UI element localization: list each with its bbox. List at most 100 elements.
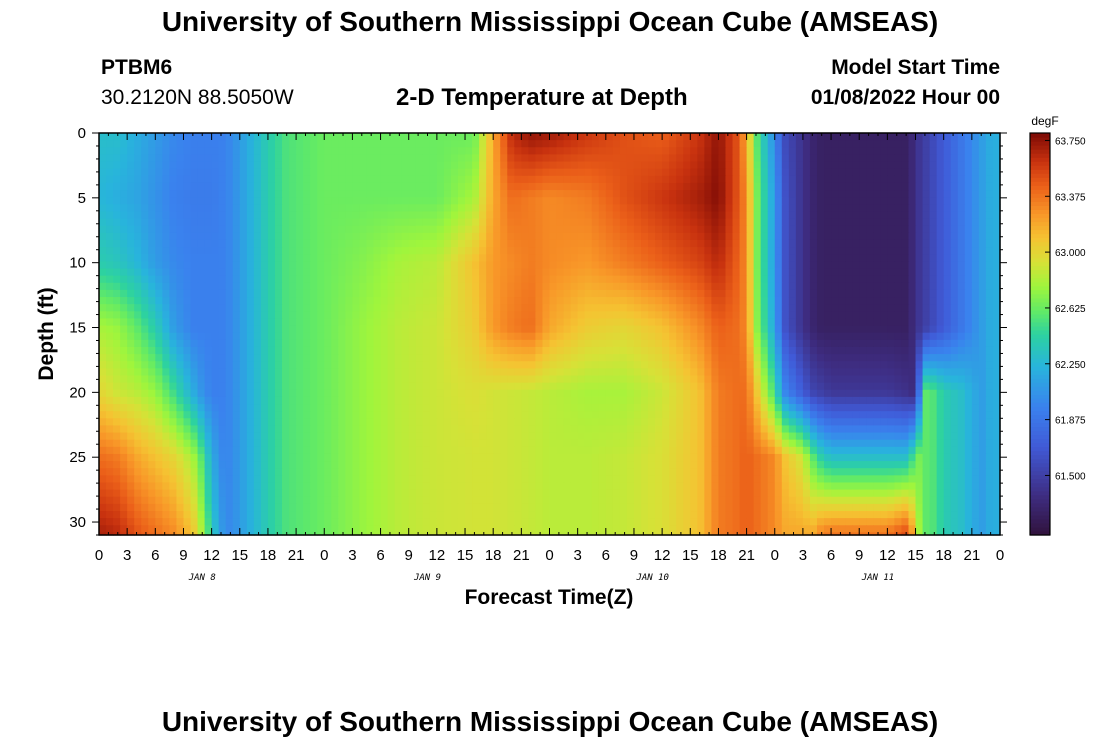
heatmap-cell [648, 154, 656, 163]
heatmap-cell [345, 182, 354, 191]
heatmap-cell [831, 140, 839, 148]
heatmap-cell [612, 254, 621, 262]
heatmap-cell [978, 404, 987, 412]
heatmap-cell [253, 297, 262, 305]
heatmap-cell [225, 375, 234, 384]
heatmap-cell [317, 346, 325, 355]
heatmap-cell [985, 275, 994, 284]
heatmap-cell [387, 297, 396, 305]
heatmap-cell [429, 247, 438, 255]
heatmap-cell [331, 282, 339, 291]
heatmap-cell [894, 190, 903, 198]
heatmap-cell [507, 289, 515, 298]
heatmap-cell [359, 182, 368, 191]
heatmap-cell [317, 275, 325, 284]
heatmap-cell [239, 225, 248, 234]
heatmap-cell [929, 368, 938, 377]
heatmap-cell [943, 161, 952, 170]
heatmap-cell [359, 325, 368, 334]
heatmap-cell [267, 339, 276, 348]
heatmap-cell [535, 368, 544, 377]
heatmap-cell [732, 396, 741, 405]
heatmap-cell [303, 204, 311, 213]
heatmap-cell [894, 182, 903, 191]
heatmap-cell [788, 368, 797, 377]
heatmap-cell [352, 396, 361, 405]
heatmap-cell [465, 261, 473, 270]
heatmap-cell [788, 218, 797, 227]
heatmap-cell [824, 204, 832, 213]
heatmap-cell [556, 182, 565, 191]
heatmap-cell [282, 204, 290, 213]
heatmap-cell [106, 289, 114, 298]
heatmap-cell [591, 346, 600, 355]
heatmap-cell [887, 239, 896, 248]
heatmap-cell [331, 404, 339, 412]
heatmap-cell [690, 239, 698, 248]
heatmap-cell [915, 304, 924, 312]
heatmap-cell [725, 232, 734, 241]
heatmap-cell [514, 404, 522, 412]
heatmap-cell [162, 218, 170, 227]
heatmap-cell [450, 154, 459, 163]
heatmap-cell [866, 318, 874, 327]
heatmap-cell [619, 175, 628, 184]
heatmap-cell [239, 396, 248, 405]
heatmap-cell [197, 190, 206, 198]
heatmap-cell [246, 232, 255, 241]
heatmap-cell [450, 389, 459, 398]
heatmap-cell [859, 218, 867, 227]
heatmap-cell [584, 311, 593, 320]
heatmap-cell [232, 318, 241, 327]
heatmap-cell [781, 311, 790, 320]
heatmap-cell [183, 197, 192, 205]
heatmap-cell [303, 190, 311, 198]
heatmap-cell [479, 211, 487, 220]
heatmap-cell [134, 354, 142, 362]
heatmap-cell [359, 168, 368, 177]
heatmap-cell [655, 311, 663, 320]
heatmap-cell [676, 168, 684, 177]
heatmap-cell [542, 211, 551, 220]
heatmap-cell [127, 282, 135, 291]
heatmap-cell [246, 404, 255, 412]
heatmap-cell [169, 190, 178, 198]
heatmap-cell [795, 225, 804, 234]
heatmap-cell [169, 154, 178, 163]
heatmap-cell [992, 282, 1001, 291]
heatmap-cell [992, 311, 1001, 320]
heatmap-cell [739, 218, 748, 227]
heatmap-cell [296, 218, 304, 227]
heatmap-cell [232, 354, 241, 362]
heatmap-cell [239, 361, 248, 369]
heatmap-cell [176, 247, 185, 255]
heatmap-cell [704, 247, 712, 255]
heatmap-cell [197, 339, 206, 348]
heatmap-cell [655, 325, 663, 334]
heatmap-cell [591, 182, 600, 191]
heatmap-cell [106, 261, 114, 270]
heatmap-cell [619, 247, 628, 255]
heatmap-cell [648, 254, 656, 262]
heatmap-cell [303, 133, 311, 141]
heatmap-cell [296, 304, 304, 312]
heatmap-cell [450, 239, 459, 248]
heatmap-cell [704, 304, 712, 312]
heatmap-cell [936, 190, 945, 198]
heatmap-cell [852, 140, 860, 148]
heatmap-cell [324, 382, 332, 391]
heatmap-cell [500, 161, 508, 170]
heatmap-cell [591, 282, 600, 291]
heatmap-cell [633, 232, 642, 241]
heatmap-cell [662, 311, 670, 320]
heatmap-cell [971, 254, 980, 262]
heatmap-cell [535, 147, 544, 155]
heatmap-cell [345, 332, 354, 341]
heatmap-cell [422, 325, 431, 334]
heatmap-cell [422, 182, 431, 191]
heatmap-cell [605, 354, 614, 362]
heatmap-cell [626, 133, 635, 141]
heatmap-cell [767, 361, 776, 369]
heatmap-cell [697, 325, 705, 334]
heatmap-cell [704, 311, 712, 320]
